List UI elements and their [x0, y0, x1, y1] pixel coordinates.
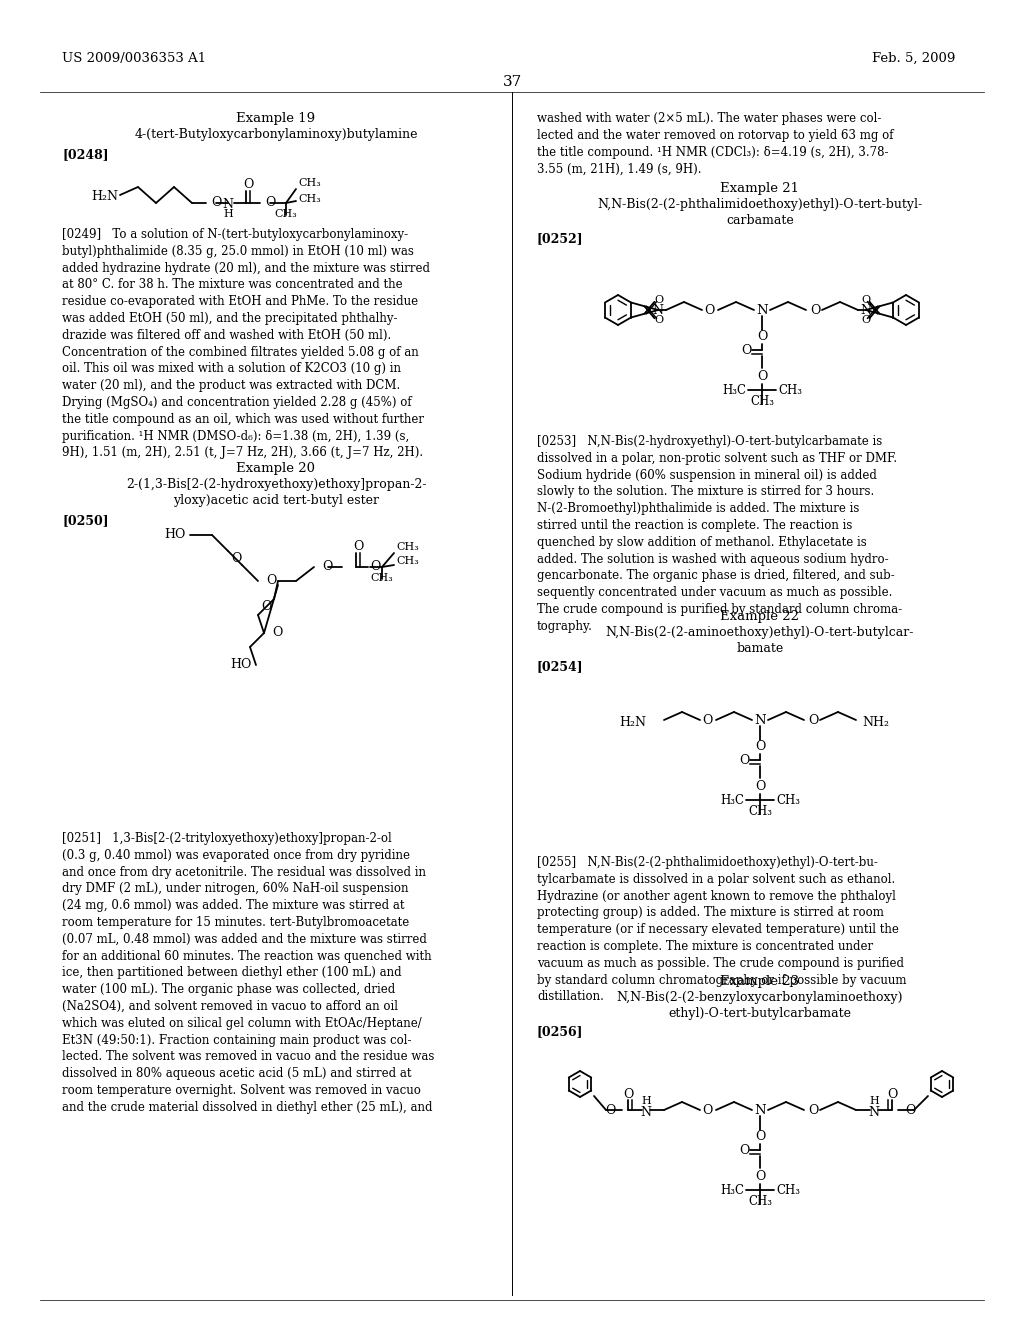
Text: [0254]: [0254] — [537, 660, 584, 673]
Text: US 2009/0036353 A1: US 2009/0036353 A1 — [62, 51, 206, 65]
Text: HO: HO — [165, 528, 186, 541]
Text: [0251]   1,3-Bis[2-(2-trityloxyethoxy)ethoxy]propan-2-ol
(0.3 g, 0.40 mmol) was : [0251] 1,3-Bis[2-(2-trityloxyethoxy)etho… — [62, 832, 434, 1114]
Text: O: O — [266, 574, 276, 587]
Text: [0253]   N,N-Bis(2-hydroxyethyl)-O-tert-butylcarbamate is
dissolved in a polar, : [0253] N,N-Bis(2-hydroxyethyl)-O-tert-bu… — [537, 436, 902, 632]
Text: Feb. 5, 2009: Feb. 5, 2009 — [871, 51, 955, 65]
Text: Example 21: Example 21 — [721, 182, 800, 195]
Text: O: O — [757, 370, 767, 383]
Text: O: O — [703, 304, 714, 317]
Text: CH₃: CH₃ — [750, 395, 774, 408]
Text: [0248]: [0248] — [62, 148, 109, 161]
Text: O: O — [808, 1104, 818, 1117]
Text: O: O — [755, 1130, 765, 1143]
Text: O: O — [211, 197, 221, 210]
Text: O: O — [755, 741, 765, 754]
Text: CH₃: CH₃ — [274, 209, 297, 219]
Text: O: O — [654, 315, 664, 325]
Text: CH₃: CH₃ — [778, 384, 802, 396]
Text: 2-(1,3-Bis[2-(2-hydroxyethoxy)ethoxy]propan-2-: 2-(1,3-Bis[2-(2-hydroxyethoxy)ethoxy]pro… — [126, 478, 426, 491]
Text: CH₃: CH₃ — [298, 194, 321, 205]
Text: N: N — [755, 714, 766, 726]
Text: N: N — [755, 1104, 766, 1117]
Text: Example 22: Example 22 — [721, 610, 800, 623]
Text: O: O — [261, 601, 271, 614]
Text: N: N — [860, 304, 871, 317]
Text: O: O — [322, 561, 333, 573]
Text: [0255]   N,N-Bis(2-(2-phthalimidoethoxy)ethyl)-O-tert-bu-
tylcarbamate is dissol: [0255] N,N-Bis(2-(2-phthalimidoethoxy)et… — [537, 855, 906, 1003]
Text: NH₂: NH₂ — [862, 715, 889, 729]
Text: N: N — [868, 1106, 880, 1118]
Text: N,N-Bis(2-(2-aminoethoxy)ethyl)-O-tert-butylcar-: N,N-Bis(2-(2-aminoethoxy)ethyl)-O-tert-b… — [606, 626, 914, 639]
Text: O: O — [605, 1104, 615, 1117]
Text: H: H — [869, 1096, 879, 1106]
Text: H₃C: H₃C — [722, 384, 746, 396]
Text: N,N-Bis(2-(2-benzyloxycarbonylaminoethoxy): N,N-Bis(2-(2-benzyloxycarbonylaminoethox… — [616, 991, 903, 1005]
Text: O: O — [272, 627, 283, 639]
Text: O: O — [887, 1088, 897, 1101]
Text: O: O — [265, 197, 275, 210]
Text: CH₃: CH₃ — [748, 805, 772, 818]
Text: O: O — [654, 294, 664, 305]
Text: N: N — [652, 304, 664, 317]
Text: O: O — [810, 304, 820, 317]
Text: H₃C: H₃C — [720, 1184, 744, 1196]
Text: CH₃: CH₃ — [396, 556, 419, 566]
Text: O: O — [738, 754, 750, 767]
Text: H: H — [641, 1096, 651, 1106]
Text: H₂N: H₂N — [91, 190, 118, 203]
Text: O: O — [755, 780, 765, 792]
Text: Example 20: Example 20 — [237, 462, 315, 475]
Text: [0252]: [0252] — [537, 232, 584, 246]
Text: O: O — [701, 1104, 712, 1117]
Text: CH₃: CH₃ — [396, 543, 419, 552]
Text: CH₃: CH₃ — [748, 1195, 772, 1208]
Text: O: O — [808, 714, 818, 726]
Text: O: O — [757, 330, 767, 343]
Text: 4-(tert-Butyloxycarbonylaminoxy)butylamine: 4-(tert-Butyloxycarbonylaminoxy)butylami… — [134, 128, 418, 141]
Text: CH₃: CH₃ — [776, 1184, 800, 1196]
Text: O: O — [370, 561, 380, 573]
Text: [0249]   To a solution of N-(tert-butyloxycarbonylaminoxy-
butyl)phthalimide (8.: [0249] To a solution of N-(tert-butyloxy… — [62, 228, 430, 459]
Text: [0256]: [0256] — [537, 1026, 584, 1038]
Text: CH₃: CH₃ — [371, 573, 393, 583]
Text: O: O — [243, 178, 253, 191]
Text: Example 23: Example 23 — [721, 975, 800, 987]
Text: O: O — [861, 315, 870, 325]
Text: HO: HO — [230, 659, 252, 672]
Text: H: H — [223, 209, 232, 219]
Text: O: O — [623, 1088, 633, 1101]
Text: H₂N: H₂N — [618, 715, 646, 729]
Text: ethyl)-O-tert-butylcarbamate: ethyl)-O-tert-butylcarbamate — [669, 1007, 852, 1020]
Text: N: N — [640, 1106, 651, 1118]
Text: O: O — [740, 343, 752, 356]
Text: N: N — [222, 198, 233, 210]
Text: yloxy)acetic acid tert-butyl ester: yloxy)acetic acid tert-butyl ester — [173, 494, 379, 507]
Text: CH₃: CH₃ — [776, 793, 800, 807]
Text: H₃C: H₃C — [720, 793, 744, 807]
Text: O: O — [861, 294, 870, 305]
Text: 37: 37 — [503, 75, 521, 88]
Text: carbamate: carbamate — [726, 214, 794, 227]
Text: O: O — [230, 553, 242, 565]
Text: Example 19: Example 19 — [237, 112, 315, 125]
Text: washed with water (2×5 mL). The water phases were col-
lected and the water remo: washed with water (2×5 mL). The water ph… — [537, 112, 894, 176]
Text: [0250]: [0250] — [62, 513, 109, 527]
Text: N,N-Bis(2-(2-phthalimidoethoxy)ethyl)-O-tert-butyl-: N,N-Bis(2-(2-phthalimidoethoxy)ethyl)-O-… — [597, 198, 923, 211]
Text: O: O — [353, 540, 364, 553]
Text: N: N — [756, 304, 768, 317]
Text: bamate: bamate — [736, 642, 783, 655]
Text: O: O — [701, 714, 712, 726]
Text: O: O — [755, 1170, 765, 1183]
Text: CH₃: CH₃ — [298, 178, 321, 187]
Text: O: O — [905, 1104, 915, 1117]
Text: O: O — [738, 1143, 750, 1156]
